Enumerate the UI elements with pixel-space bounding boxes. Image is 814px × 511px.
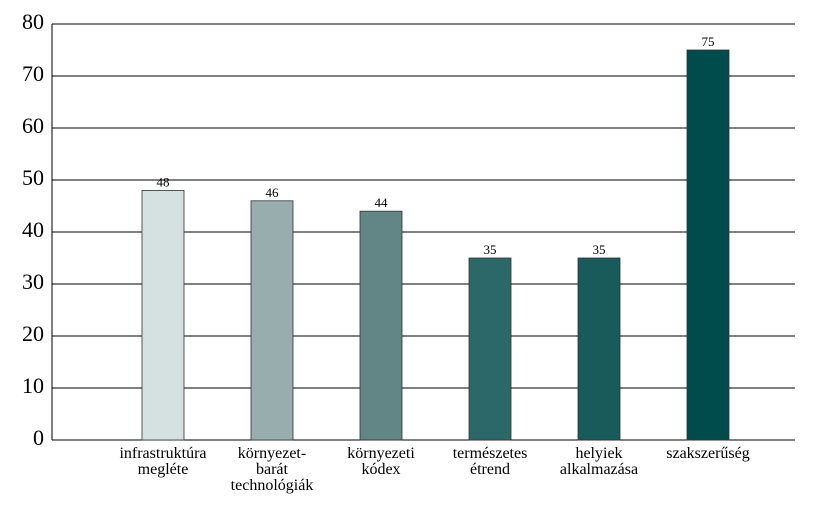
bar	[468, 257, 512, 441]
y-tick-label: 50	[22, 165, 44, 190]
value-label: 46	[266, 185, 280, 200]
x-tick-label: infrastruktúra megléte	[119, 445, 207, 478]
value-label: 35	[484, 242, 497, 257]
x-tick-label: szakszerűség	[666, 445, 750, 462]
y-tick-label: 40	[22, 217, 44, 242]
value-label: 35	[593, 242, 606, 257]
x-tick-label: környezeti kódex	[347, 445, 415, 478]
y-tick-label: 70	[22, 61, 44, 86]
x-tick-label: környezet- barát technológiák	[230, 445, 314, 494]
bar	[250, 200, 294, 441]
value-label: 75	[702, 34, 715, 49]
value-label: 48	[157, 174, 170, 189]
y-tick-label: 80	[22, 9, 44, 34]
y-tick-label: 0	[33, 425, 44, 450]
value-label: 44	[375, 195, 389, 210]
bar	[359, 210, 403, 441]
y-tick-label: 10	[22, 373, 44, 398]
bar	[686, 49, 730, 441]
y-tick-label: 20	[22, 321, 44, 346]
bar	[141, 189, 185, 441]
x-tick-label: természetes étrend	[452, 445, 528, 478]
y-tick-label: 60	[22, 113, 44, 138]
y-tick-label: 30	[22, 269, 44, 294]
bar	[577, 257, 621, 441]
x-tick-label: helyiek alkalmazása	[559, 445, 639, 478]
